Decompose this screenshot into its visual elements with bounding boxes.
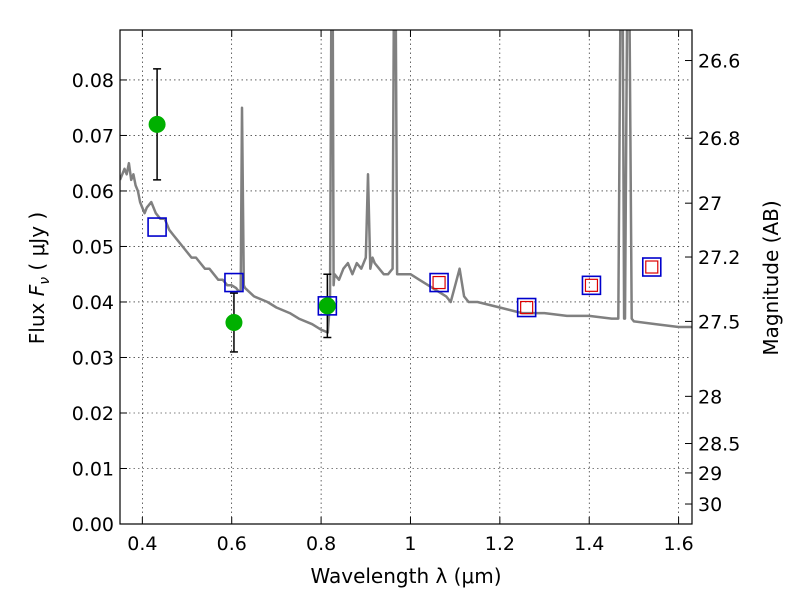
model-flux-square <box>641 257 662 277</box>
y-tick-label: 0.04 <box>72 292 114 314</box>
x-tick-label: 0.8 <box>306 533 336 555</box>
model-flux-square <box>147 217 167 237</box>
x-tick-label: 0.6 <box>217 533 247 555</box>
model-flux-inner-square <box>520 300 534 315</box>
right-tick-label: 27.2 <box>698 247 740 269</box>
model-flux-square <box>317 296 338 316</box>
x-tick-label: 1.2 <box>485 533 515 555</box>
y-tick-label: 0.05 <box>72 236 114 258</box>
x-tick-label: 1.4 <box>574 533 604 555</box>
right-tick-label: 29 <box>698 463 722 485</box>
y-axis-label-left: Flux Fν ( μJy ) <box>25 212 53 344</box>
model-flux-square <box>516 297 537 318</box>
y-axis-label-right: Magnitude (AB) <box>759 200 783 355</box>
model-flux-square <box>581 275 602 296</box>
y-tick-label: 0.00 <box>72 514 114 536</box>
y-tick-label: 0.06 <box>72 181 114 203</box>
observed-flux-point <box>318 297 336 315</box>
model-flux-inner-square <box>432 275 446 290</box>
model-flux-square <box>224 272 244 293</box>
y-tick-label: 0.03 <box>72 347 114 369</box>
model-flux-inner-square <box>645 260 659 274</box>
x-tick-label: 1.6 <box>663 533 693 555</box>
right-tick-label: 28 <box>698 386 722 408</box>
observed-flux-point <box>148 115 166 133</box>
right-tick-label: 28.5 <box>698 434 740 456</box>
right-tick-label: 30 <box>698 494 722 516</box>
right-tick-label: 26.8 <box>698 128 740 150</box>
y-tick-label: 0.02 <box>72 403 114 425</box>
right-tick-label: 27 <box>698 193 722 215</box>
x-tick-label: 0.4 <box>127 533 157 555</box>
right-tick-label: 27.5 <box>698 311 740 333</box>
model-flux-square <box>429 272 449 293</box>
right-tick-label: 26.6 <box>698 51 740 73</box>
grid-lines <box>120 30 692 525</box>
data-points-layer <box>147 68 662 353</box>
observed-flux-point <box>225 314 243 332</box>
y-tick-label: 0.07 <box>72 125 114 147</box>
model-spectrum-layer <box>120 30 692 334</box>
model-flux-inner-square <box>584 278 599 292</box>
y-tick-label: 0.08 <box>72 70 114 92</box>
y-tick-label: 0.01 <box>72 458 114 480</box>
x-axis-label: Wavelength λ (μm) <box>310 564 501 588</box>
model-spectrum-line <box>120 30 692 334</box>
plot-frame <box>119 29 693 525</box>
axis-ticks: 0.4 0.6 0.8 1 1.2 1.4 1.6 0.00 0.01 0.02 0.03 0.04 0… <box>72 30 740 555</box>
x-tick-label: 1 <box>404 533 416 555</box>
